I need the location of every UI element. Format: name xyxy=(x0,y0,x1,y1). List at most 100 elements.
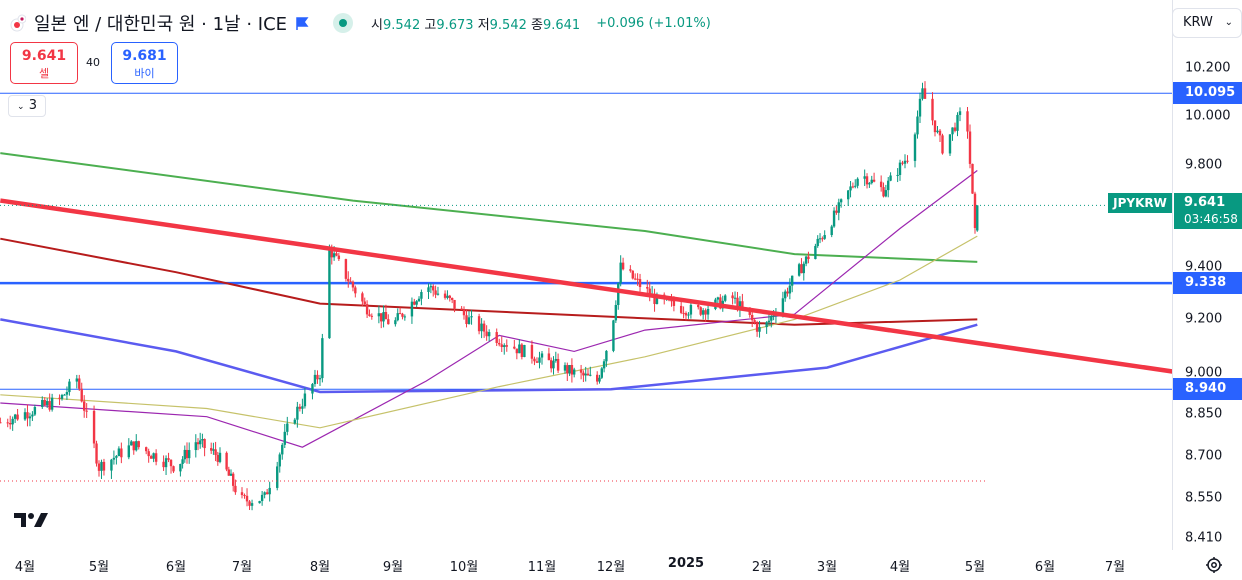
candle-body xyxy=(401,313,404,317)
candle-body xyxy=(863,176,866,179)
candle-body xyxy=(503,345,506,348)
tradingview-logo-icon[interactable] xyxy=(14,510,54,530)
candle-body xyxy=(460,308,463,310)
candle-body xyxy=(268,487,271,495)
candle-body xyxy=(887,180,890,191)
candle-body xyxy=(216,455,219,462)
currency-select[interactable]: KRW ⌄ xyxy=(1172,8,1242,38)
price-tick-label: 9.400 xyxy=(1185,259,1223,275)
candle-body xyxy=(619,262,622,284)
candle-body xyxy=(913,134,917,161)
candle-body xyxy=(152,453,155,459)
candle-body xyxy=(26,412,29,419)
candle-body xyxy=(50,397,54,410)
candle-body xyxy=(370,315,374,317)
high-label: 고 xyxy=(424,17,437,33)
candle-body xyxy=(653,293,656,305)
upper-level-price-label: 10.095 xyxy=(1173,82,1242,105)
candle-body xyxy=(781,298,785,315)
candle-body xyxy=(58,397,61,399)
price-tick-label: 9.200 xyxy=(1185,311,1223,327)
candle-body xyxy=(48,401,51,410)
candle-body xyxy=(185,449,189,459)
candle-body xyxy=(958,111,962,115)
time-tick-label: 11월 xyxy=(527,560,557,575)
candle-body xyxy=(697,304,700,308)
candle-body xyxy=(823,235,826,239)
sell-button[interactable]: 9.641 셀 xyxy=(10,42,78,84)
time-tick-label: 2월 xyxy=(751,560,773,575)
candle-body xyxy=(896,174,899,176)
indicators-toggle-button[interactable]: ⌄ 3 xyxy=(8,95,46,117)
candle-body xyxy=(33,407,37,415)
candle-body xyxy=(303,393,307,407)
candle-body xyxy=(733,297,737,299)
candle-body xyxy=(83,401,86,411)
open-value: 9.542 xyxy=(383,17,421,33)
candle-body xyxy=(513,346,516,349)
candle-body xyxy=(687,314,690,316)
time-tick-label: 3월 xyxy=(816,560,838,575)
candle-body xyxy=(648,288,651,296)
candle-body xyxy=(210,448,213,451)
bar-countdown: 03:46:58 xyxy=(1184,212,1238,227)
candle-body xyxy=(115,456,118,458)
candle-body xyxy=(351,281,355,288)
candle-body xyxy=(898,162,902,175)
candle-body xyxy=(65,392,69,395)
candle-body xyxy=(931,98,934,121)
chart-plot-area[interactable] xyxy=(0,0,1172,550)
symbol-title[interactable]: 일본 엔 / 대한민국 원 · 1날 · ICE xyxy=(34,14,288,35)
ma-purple-line xyxy=(0,170,978,448)
candle-body xyxy=(699,307,702,315)
time-tick-label: 6월 xyxy=(165,560,187,575)
time-tick-label: 7월 xyxy=(231,560,253,575)
candle-body xyxy=(95,443,98,464)
candle-body xyxy=(498,342,501,345)
time-tick-label: 12월 xyxy=(596,560,626,575)
candle-body xyxy=(137,441,140,448)
candle-body xyxy=(765,322,768,328)
candle-body xyxy=(800,264,803,274)
candle-body xyxy=(670,300,673,302)
price-tick-label: 8.700 xyxy=(1185,448,1223,464)
candle-body xyxy=(646,286,649,289)
candle-body xyxy=(212,449,215,451)
candle-body xyxy=(482,323,486,332)
candle-body xyxy=(446,295,449,298)
candle-body xyxy=(316,374,319,380)
market-open-status-icon[interactable] xyxy=(333,13,354,33)
time-tick-label: 5월 xyxy=(88,560,110,575)
candle-body xyxy=(427,287,430,293)
candle-body xyxy=(380,313,383,322)
current-price-tag: 9.641 03:46:58 xyxy=(1174,193,1242,230)
price-axis[interactable]: 10.200 10.000 9.800 9.400 9.200 9.000 8.850 8.7… xyxy=(1172,0,1242,550)
buy-button[interactable]: 9.681 바이 xyxy=(111,42,178,84)
candle-body xyxy=(420,292,423,299)
candle-body xyxy=(260,494,264,502)
candle-body xyxy=(901,162,904,164)
low-value: 9.542 xyxy=(489,17,527,33)
candle-body xyxy=(682,312,685,314)
candle-body xyxy=(719,297,722,309)
gear-icon[interactable] xyxy=(1205,556,1223,574)
flag-bookmark-icon[interactable] xyxy=(295,16,309,30)
candle-body xyxy=(258,501,261,504)
candle-body xyxy=(332,253,336,258)
open-label: 시 xyxy=(371,17,383,33)
candle-body xyxy=(394,320,397,325)
candle-body xyxy=(434,290,437,295)
candle-body xyxy=(738,301,742,310)
candle-body xyxy=(586,373,590,376)
candle-body xyxy=(505,345,508,347)
candle-body xyxy=(923,88,927,99)
candle-body xyxy=(889,175,892,181)
candle-body xyxy=(495,332,498,343)
candle-body xyxy=(243,495,246,497)
candle-body xyxy=(830,226,833,236)
candle-body xyxy=(770,315,773,321)
symbol-price-tag: JPYKRW xyxy=(1108,193,1172,214)
candle-body xyxy=(921,88,924,99)
candle-body xyxy=(856,178,859,186)
time-axis[interactable]: 4월 5월 6월 7월 8월 9월 10월 11월 12월 2025 2월 3월 4월 5월 6월 7월 xyxy=(0,550,1172,580)
